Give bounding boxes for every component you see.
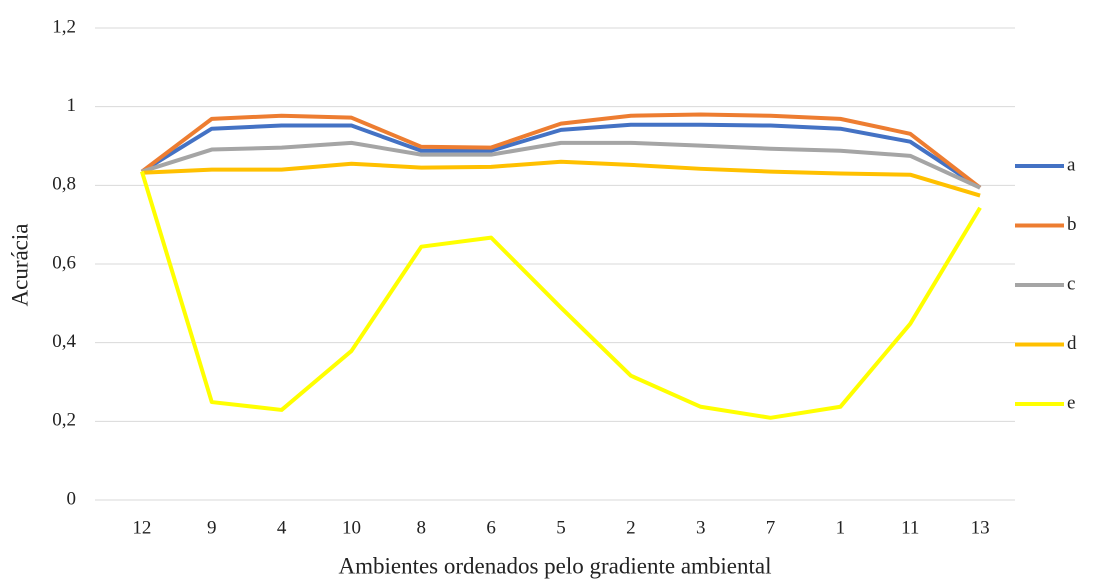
y-tick-label: 0,2 bbox=[52, 410, 76, 431]
x-tick-label: 8 bbox=[417, 517, 427, 538]
line-series bbox=[141, 159, 981, 198]
y-tick-label: 1,2 bbox=[52, 16, 76, 37]
legend-label: c bbox=[1067, 273, 1075, 294]
line-series bbox=[140, 112, 982, 190]
legend-label: a bbox=[1067, 154, 1076, 175]
line-series bbox=[140, 170, 982, 420]
x-tick-label: 4 bbox=[277, 517, 287, 538]
y-axis-title: Acurácia bbox=[7, 224, 32, 307]
y-tick-label: 0,6 bbox=[52, 252, 76, 273]
x-axis-title: Ambientes ordenados pelo gradiente ambie… bbox=[338, 553, 771, 578]
x-tick-label: 11 bbox=[901, 517, 919, 538]
x-tick-label: 3 bbox=[696, 517, 706, 538]
x-tick-label: 5 bbox=[556, 517, 566, 538]
line-series bbox=[141, 140, 981, 190]
y-tick-label: 0,4 bbox=[52, 331, 76, 352]
x-tick-label: 12 bbox=[132, 517, 151, 538]
x-tick-label: 13 bbox=[971, 517, 990, 538]
x-tick-label: 6 bbox=[486, 517, 496, 538]
legend-label: d bbox=[1067, 333, 1077, 354]
y-tick-label: 0,8 bbox=[52, 174, 76, 195]
x-tick-label: 10 bbox=[342, 517, 361, 538]
legend-label: b bbox=[1067, 214, 1077, 235]
x-tick-label: 9 bbox=[207, 517, 217, 538]
x-tick-label: 1 bbox=[836, 517, 846, 538]
y-tick-label: 1 bbox=[67, 95, 77, 116]
x-tick-label: 2 bbox=[626, 517, 636, 538]
x-tick-label: 7 bbox=[766, 517, 776, 538]
legend-label: e bbox=[1067, 392, 1075, 413]
y-tick-label: 0 bbox=[67, 488, 77, 509]
line-series bbox=[140, 122, 982, 190]
